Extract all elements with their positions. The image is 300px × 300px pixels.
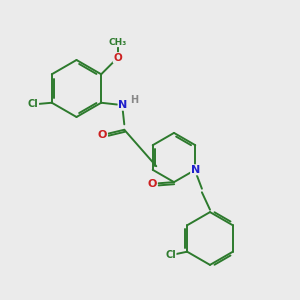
Text: N: N xyxy=(118,100,128,110)
Text: O: O xyxy=(98,130,107,140)
Text: H: H xyxy=(130,95,138,105)
Text: O: O xyxy=(148,178,157,189)
Text: N: N xyxy=(191,165,200,175)
Text: O: O xyxy=(113,53,122,63)
Text: Cl: Cl xyxy=(28,99,39,109)
Text: CH₃: CH₃ xyxy=(109,38,127,47)
Text: Cl: Cl xyxy=(165,250,176,260)
